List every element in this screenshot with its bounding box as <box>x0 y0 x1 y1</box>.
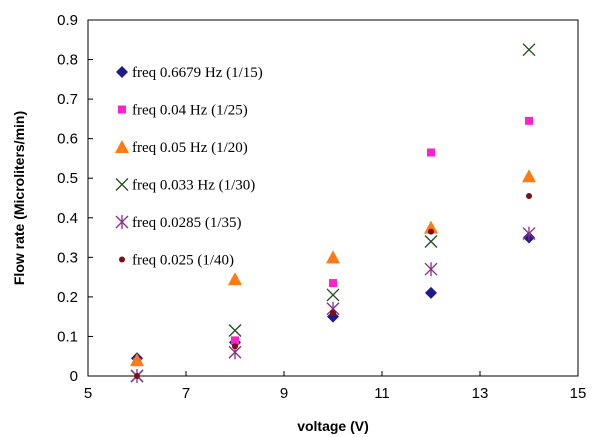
data-point <box>424 220 438 234</box>
legend-label: freq 0.05 Hz (1/20) <box>132 140 248 156</box>
x-tick-label: 5 <box>84 385 92 402</box>
legend-label: freq 0.6679 Hz (1/15) <box>132 65 263 81</box>
plot-border <box>87 19 579 377</box>
data-point <box>522 226 536 241</box>
y-tick-label: 0.7 <box>57 91 78 108</box>
data-point <box>329 279 337 288</box>
y-tick-label: 0.5 <box>57 170 78 187</box>
legend-label: freq 0.025 (1/40) <box>132 253 234 269</box>
data-point <box>327 310 339 323</box>
y-tick-label: 0.2 <box>57 289 78 306</box>
y-tick-label: 0.9 <box>57 12 78 29</box>
series-4 <box>130 43 536 383</box>
data-point <box>134 373 140 379</box>
data-point <box>130 353 144 367</box>
data-point <box>428 228 434 235</box>
data-point <box>326 288 340 302</box>
data-point <box>525 116 533 125</box>
y-axis-ticks: 0 0.1 0.2 0.3 0.4 0.5 0.6 0.7 0.8 0.9 <box>57 12 93 385</box>
data-point <box>228 324 242 337</box>
data-point <box>424 235 438 248</box>
x-tick-label: 11 <box>374 385 390 402</box>
data-point <box>232 343 238 350</box>
legend: freq 0.6679 Hz (1/15) freq 0.04 Hz (1/25)… <box>115 65 263 269</box>
x-tick-label: 7 <box>182 385 190 402</box>
y-tick-label: 0.1 <box>57 328 78 345</box>
series-3 <box>130 169 536 367</box>
x-tick-label: 9 <box>280 385 288 402</box>
y-tick-label: 0 <box>70 368 78 385</box>
data-point <box>231 336 239 345</box>
series-5 <box>130 226 536 383</box>
y-tick-label: 0.8 <box>57 52 78 69</box>
data-point <box>522 169 536 183</box>
y-tick-label: 0.6 <box>57 131 78 148</box>
legend-marker <box>115 215 129 229</box>
y-tick-label: 0.3 <box>57 249 78 266</box>
series-6 <box>134 193 532 379</box>
data-point <box>427 148 435 157</box>
legend-marker <box>118 105 126 114</box>
legend-marker <box>115 140 129 153</box>
data-point <box>330 309 336 316</box>
data-point <box>326 250 340 264</box>
legend-marker <box>115 178 129 191</box>
data-point <box>526 193 532 200</box>
data-point <box>424 262 438 277</box>
legend-label: freq 0.0285 (1/35) <box>132 215 242 231</box>
plot-area <box>87 19 579 377</box>
legend-label: freq 0.033 Hz (1/30) <box>132 178 255 194</box>
x-axis-ticks: 5 7 9 11 13 15 <box>84 371 587 402</box>
x-tick-label: 15 <box>570 385 587 402</box>
data-point <box>425 286 437 299</box>
y-tick-label: 0.4 <box>57 210 78 227</box>
data-point <box>522 43 536 57</box>
legend-marker <box>116 66 128 78</box>
y-axis-label: Flow rate (Microliters/min) <box>11 111 27 285</box>
data-points <box>130 43 536 383</box>
x-axis-label: voltage (V) <box>297 418 369 434</box>
data-point <box>228 272 242 286</box>
legend-label: freq 0.04 Hz (1/25) <box>132 103 248 119</box>
x-tick-label: 13 <box>472 385 489 402</box>
legend-marker <box>119 256 125 263</box>
